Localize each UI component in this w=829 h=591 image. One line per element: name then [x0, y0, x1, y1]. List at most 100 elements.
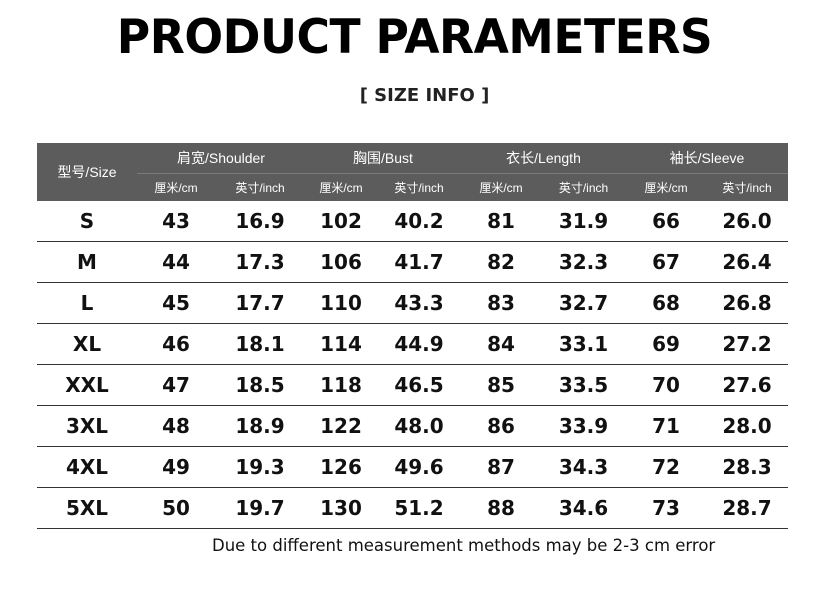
group-header-length: 衣长/Length [506, 150, 581, 166]
cell-sleeve-cm: 68 [652, 291, 680, 315]
cell-shoulder-cm: 45 [162, 291, 190, 315]
unit-inch-bust: 英寸/inch [394, 181, 444, 195]
size-cell: 5XL [65, 496, 109, 520]
table-body: S 43 16.9 102 40.2 81 31.9 66 26.0 M 44 17.3 106 41.7… [37, 201, 788, 529]
cell-length-cm: 88 [487, 496, 515, 520]
page-title: PRODUCT PARAMETERS [116, 10, 713, 65]
cell-shoulder-inch: 17.7 [235, 291, 285, 315]
table-row: 5XL 50 19.7 130 51.2 88 34.6 73 28.7 [37, 488, 788, 529]
cell-length-cm: 83 [487, 291, 515, 315]
cell-sleeve-cm: 71 [652, 414, 680, 438]
cell-bust-inch: 46.5 [394, 373, 444, 397]
cell-sleeve-cm: 69 [652, 332, 680, 356]
cell-length-inch: 32.3 [558, 250, 609, 274]
cell-sleeve-inch: 28.0 [722, 414, 772, 438]
size-table: 型号/Size 肩宽/Shoulder 胸围/Bust 衣长/Length 袖长… [37, 143, 788, 529]
cell-shoulder-inch: 19.3 [235, 455, 285, 479]
cell-sleeve-inch: 27.6 [722, 373, 772, 397]
cell-bust-inch: 44.9 [394, 332, 444, 356]
cell-bust-inch: 49.6 [394, 455, 444, 479]
cell-length-inch: 33.5 [558, 373, 609, 397]
cell-shoulder-cm: 43 [162, 209, 190, 233]
unit-cm-shoulder: 厘米/cm [154, 181, 198, 195]
page-subtitle: [ SIZE INFO ] [359, 85, 490, 106]
cell-shoulder-cm: 48 [162, 414, 190, 438]
table-header-units: 厘米/cm 英寸/inch 厘米/cm 英寸/inch 厘米/cm 英寸/inc… [37, 173, 788, 201]
cell-sleeve-cm: 66 [652, 209, 680, 233]
cell-length-inch: 34.6 [558, 496, 609, 520]
cell-bust-cm: 110 [320, 291, 362, 315]
measurement-note: Due to different measurement methods may… [212, 536, 716, 555]
cell-shoulder-inch: 18.1 [235, 332, 285, 356]
size-cell: XL [72, 332, 102, 356]
group-header-bust: 胸围/Bust [353, 150, 413, 166]
cell-bust-inch: 43.3 [394, 291, 444, 315]
cell-length-inch: 32.7 [558, 291, 609, 315]
cell-length-cm: 81 [487, 209, 515, 233]
table-row: L 45 17.7 110 43.3 83 32.7 68 26.8 [37, 283, 788, 324]
cell-bust-inch: 40.2 [394, 209, 444, 233]
cell-sleeve-cm: 73 [652, 496, 680, 520]
size-cell: M [77, 250, 97, 274]
cell-shoulder-cm: 50 [162, 496, 190, 520]
cell-length-cm: 85 [487, 373, 515, 397]
table-row: XL 46 18.1 114 44.9 84 33.1 69 27.2 [37, 324, 788, 365]
cell-bust-cm: 118 [320, 373, 362, 397]
cell-sleeve-inch: 28.3 [722, 455, 772, 479]
table-row: 4XL 49 19.3 126 49.6 87 34.3 72 28.3 [37, 447, 788, 488]
unit-cm-sleeve: 厘米/cm [644, 181, 688, 195]
cell-shoulder-inch: 16.9 [235, 209, 285, 233]
table-row: M 44 17.3 106 41.7 82 32.3 67 26.4 [37, 242, 788, 283]
unit-inch-length: 英寸/inch [558, 181, 609, 195]
cell-shoulder-inch: 18.5 [235, 373, 285, 397]
cell-length-cm: 87 [487, 455, 515, 479]
cell-sleeve-inch: 27.2 [722, 332, 772, 356]
cell-length-cm: 86 [487, 414, 515, 438]
table-row: S 43 16.9 102 40.2 81 31.9 66 26.0 [37, 201, 788, 242]
cell-shoulder-cm: 46 [162, 332, 190, 356]
table-row: XXL 47 18.5 118 46.5 85 33.5 70 27.6 [37, 365, 788, 406]
cell-shoulder-inch: 18.9 [235, 414, 285, 438]
cell-bust-inch: 41.7 [394, 250, 444, 274]
unit-inch-shoulder: 英寸/inch [235, 181, 285, 195]
cell-bust-cm: 106 [320, 250, 362, 274]
cell-bust-cm: 126 [320, 455, 362, 479]
table-row: 3XL 48 18.9 122 48.0 86 33.9 71 28.0 [37, 406, 788, 447]
size-cell: 4XL [65, 455, 109, 479]
cell-sleeve-cm: 70 [652, 373, 680, 397]
size-cell: 3XL [65, 414, 109, 438]
table-header-groups: 肩宽/Shoulder 胸围/Bust 衣长/Length 袖长/Sleeve [37, 143, 788, 173]
cell-bust-cm: 130 [320, 496, 362, 520]
size-column-header: 型号/Size [37, 143, 137, 201]
group-header-shoulder: 肩宽/Shoulder [177, 150, 265, 166]
cell-length-cm: 84 [487, 332, 515, 356]
cell-sleeve-inch: 26.8 [722, 291, 772, 315]
size-cell: L [80, 291, 94, 315]
unit-cm-length: 厘米/cm [479, 181, 523, 195]
cell-sleeve-cm: 72 [652, 455, 680, 479]
cell-length-inch: 33.1 [558, 332, 609, 356]
cell-bust-cm: 122 [320, 414, 362, 438]
cell-sleeve-inch: 26.0 [722, 209, 772, 233]
cell-sleeve-inch: 28.7 [722, 496, 772, 520]
cell-length-cm: 82 [487, 250, 515, 274]
cell-bust-inch: 51.2 [394, 496, 444, 520]
cell-sleeve-cm: 67 [652, 250, 680, 274]
cell-shoulder-cm: 49 [162, 455, 190, 479]
group-header-sleeve: 袖长/Sleeve [669, 150, 745, 166]
unit-cm-bust: 厘米/cm [319, 181, 363, 195]
cell-bust-cm: 102 [320, 209, 362, 233]
size-cell: S [79, 209, 95, 233]
cell-sleeve-inch: 26.4 [722, 250, 772, 274]
cell-shoulder-inch: 17.3 [235, 250, 285, 274]
size-cell: XXL [65, 373, 109, 397]
cell-bust-inch: 48.0 [394, 414, 444, 438]
cell-length-inch: 34.3 [558, 455, 609, 479]
cell-length-inch: 33.9 [558, 414, 609, 438]
cell-length-inch: 31.9 [558, 209, 609, 233]
unit-inch-sleeve: 英寸/inch [722, 181, 772, 195]
cell-shoulder-cm: 47 [162, 373, 190, 397]
cell-bust-cm: 114 [320, 332, 362, 356]
cell-shoulder-cm: 44 [162, 250, 190, 274]
cell-shoulder-inch: 19.7 [235, 496, 285, 520]
